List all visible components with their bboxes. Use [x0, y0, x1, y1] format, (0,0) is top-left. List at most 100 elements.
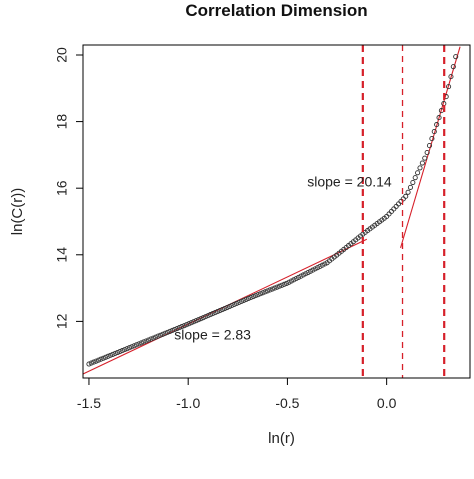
y-tick-label: 20 [54, 47, 70, 63]
data-point [234, 300, 240, 307]
y-tick-label: 18 [54, 114, 70, 130]
data-point [169, 327, 175, 334]
data-point [91, 359, 97, 365]
data-point [265, 288, 271, 294]
data-point [148, 336, 154, 342]
data-point [412, 175, 418, 181]
axes-layer [76, 44, 471, 385]
data-point [410, 179, 416, 186]
y-tick-label: 14 [54, 247, 70, 263]
data-point [191, 319, 197, 325]
data-point [184, 322, 190, 328]
data-point [450, 64, 456, 70]
data-point [107, 352, 113, 358]
data-point [395, 201, 402, 207]
data-point [248, 294, 254, 301]
data-point [145, 337, 152, 343]
text-layer: -1.5 -1.0 -0.5 0.0 12 14 16 18 20 Correlation Dim… [9, 1, 397, 447]
data-point [269, 286, 275, 292]
data-point [195, 317, 202, 323]
data-point [229, 302, 235, 309]
data-point [105, 353, 111, 359]
data-point [186, 321, 192, 327]
data-point [122, 347, 128, 353]
data-point [179, 324, 185, 330]
data-point [279, 282, 285, 288]
data-point [434, 122, 440, 128]
x-axis-label: ln(r) [268, 430, 295, 447]
data-point [155, 333, 161, 339]
chart-title: Correlation Dimension [185, 1, 367, 20]
data-point [112, 350, 118, 357]
data-point [136, 341, 142, 347]
data-point [98, 356, 104, 362]
data-point [162, 330, 168, 336]
data-point [141, 339, 147, 345]
data-point [114, 349, 121, 356]
data-point [172, 326, 178, 333]
y-axis-label: ln(C(r)) [9, 188, 26, 235]
data-point [167, 328, 173, 334]
data-point [388, 208, 394, 215]
data-point [284, 280, 290, 286]
plot-frame [82, 44, 471, 379]
data-point [405, 189, 411, 195]
x-tick-label: -1.0 [176, 395, 200, 411]
slope-annotation-2: slope = 20.14 [307, 174, 392, 190]
data-point [134, 342, 140, 348]
y-tick-label: 16 [54, 180, 70, 196]
data-point [95, 357, 102, 363]
data-point [236, 299, 242, 306]
data-point [188, 320, 194, 326]
data-point [126, 345, 132, 351]
data-point [250, 293, 256, 300]
data-point [124, 346, 130, 352]
data-point [448, 74, 454, 80]
data-point [431, 129, 437, 135]
points-layer [86, 54, 459, 367]
data-point [212, 310, 218, 316]
data-point [129, 344, 135, 350]
data-point [131, 343, 137, 349]
data-point [203, 314, 209, 320]
x-tick-label: -0.5 [275, 395, 299, 411]
data-point [205, 313, 211, 319]
data-point [407, 184, 414, 190]
data-point [181, 323, 187, 329]
x-tick-label: -1.5 [77, 395, 101, 411]
slope-annotation-1: slope = 2.83 [174, 327, 251, 343]
data-point [429, 136, 435, 142]
vertical-lines-layer [361, 45, 446, 378]
data-point [219, 306, 225, 313]
data-point [272, 285, 278, 291]
data-point [117, 348, 123, 355]
data-point [453, 54, 459, 60]
data-point [164, 329, 171, 335]
data-point [276, 283, 283, 289]
data-point [386, 211, 392, 217]
data-point [200, 315, 206, 321]
data-point [88, 360, 94, 366]
data-point [224, 304, 230, 311]
data-point [393, 203, 399, 209]
data-point [417, 165, 423, 171]
data-point [110, 351, 116, 357]
data-point [207, 312, 213, 318]
data-point [226, 303, 233, 310]
data-point [253, 293, 259, 299]
data-point [174, 325, 180, 332]
data-point [267, 287, 273, 293]
data-point [210, 311, 216, 317]
data-point [255, 292, 261, 298]
data-point [245, 295, 252, 301]
data-point [257, 291, 263, 297]
data-point [150, 335, 156, 341]
x-tick-label: 0.0 [377, 395, 397, 411]
data-point [215, 309, 221, 315]
data-point [193, 318, 199, 324]
data-point [217, 308, 223, 314]
data-point [241, 297, 247, 303]
data-point [198, 316, 204, 322]
data-point [403, 193, 409, 199]
